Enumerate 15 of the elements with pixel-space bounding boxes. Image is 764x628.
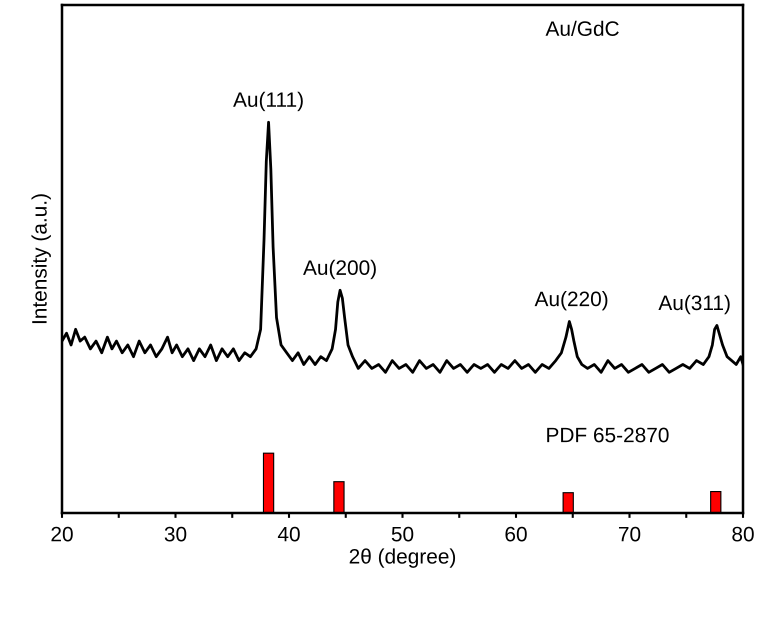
x-tick-label: 20 xyxy=(51,526,73,542)
x-axis-title: 2θ (degree) xyxy=(350,548,456,568)
annotation: Au(220) xyxy=(534,290,608,310)
text: Au/GdC xyxy=(546,20,619,36)
annotation: PDF 65-2870 xyxy=(547,428,669,442)
x-tick-label: 30 xyxy=(164,526,186,542)
annotation: Au(200) xyxy=(303,260,376,280)
x-tick-label: 50 xyxy=(392,526,414,542)
annotation: Au(111) xyxy=(233,92,303,112)
x-tick-label: 60 xyxy=(505,526,527,542)
x-tick-label: 80 xyxy=(732,526,754,542)
x-tick-label: 70 xyxy=(618,526,640,542)
y-axis-title: Intensity (a.u.) xyxy=(31,194,51,324)
x-tick-label: 40 xyxy=(278,526,300,542)
annotation: Au(311) xyxy=(658,294,730,314)
